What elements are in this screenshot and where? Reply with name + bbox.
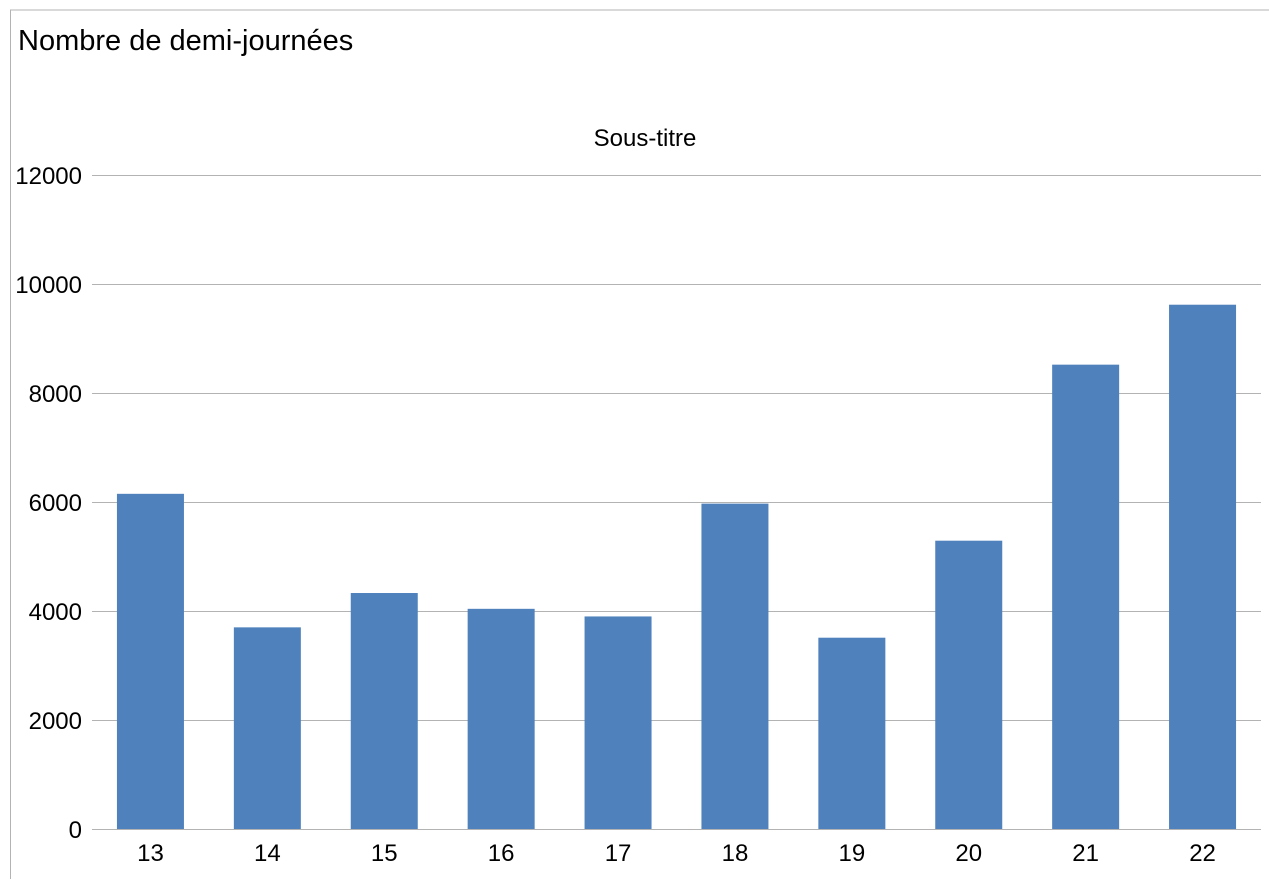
y-tick-label: 0: [69, 817, 82, 844]
x-tick-label: 16: [488, 840, 515, 867]
bar-15: [350, 593, 418, 829]
bar-14: [233, 627, 301, 829]
y-tick-label: 8000: [29, 381, 82, 408]
x-tick-label: 14: [254, 840, 281, 867]
bar-13: [116, 493, 184, 829]
bar-18: [701, 503, 769, 829]
bar-19: [818, 637, 886, 829]
bar-16: [467, 608, 535, 829]
x-tick-label: 13: [137, 840, 164, 867]
x-tick-label: 15: [371, 840, 398, 867]
y-tick-label: 4000: [29, 599, 82, 626]
chart-title: Nombre de demi-journées: [18, 25, 353, 57]
y-axis-tick-labels: 0 2000 4000 6000 8000 10000 12000: [15, 163, 82, 844]
y-tick-label: 6000: [29, 490, 82, 517]
y-tick-label: 2000: [29, 708, 82, 735]
x-tick-label: 19: [838, 840, 865, 867]
bar-20: [935, 540, 1003, 829]
x-axis-tick-labels: 13 14 15 16 17 18 19 20 21 22: [137, 840, 1216, 867]
y-tick-label: 12000: [15, 163, 82, 190]
x-tick-label: 21: [1072, 840, 1099, 867]
x-tick-label: 18: [722, 840, 749, 867]
x-tick-label: 22: [1189, 840, 1216, 867]
x-tick-label: 17: [605, 840, 632, 867]
bars: [116, 304, 1237, 830]
bar-22: [1169, 304, 1237, 830]
bar-17: [584, 616, 652, 829]
x-tick-label: 20: [955, 840, 982, 867]
chart-subtitle: Sous-titre: [594, 125, 697, 152]
y-tick-label: 10000: [15, 272, 82, 299]
bar-21: [1052, 364, 1120, 829]
